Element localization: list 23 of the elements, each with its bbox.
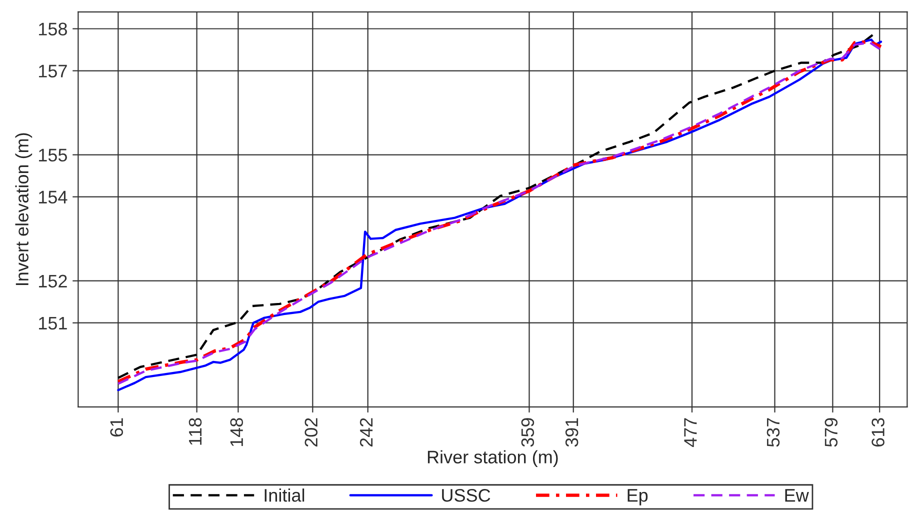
legend-label: Ew (785, 489, 809, 502)
legend-label: Ep (628, 489, 648, 506)
y-tick-label: 155 (39, 148, 68, 162)
x-tick-label: 242 (360, 418, 373, 447)
x-tick-label: 359 (521, 418, 534, 447)
y-tick-label: 154 (39, 190, 68, 204)
x-tick-label: 148 (230, 418, 244, 446)
x-tick-label: 391 (565, 418, 578, 447)
x-tick-label: 579 (824, 418, 838, 447)
legend-label: Initial (264, 488, 304, 502)
y-axis-title: Invert elevation (m) (15, 133, 32, 286)
x-tick-label: 118 (188, 418, 202, 445)
x-tick-label: 477 (684, 418, 697, 448)
x-tick-label: 202 (304, 418, 318, 447)
y-tick-label: 152 (39, 274, 67, 288)
legend-label: USSC (442, 488, 490, 502)
x-axis-title: River station (m) (428, 450, 558, 468)
x-tick-label: 613 (872, 418, 884, 447)
x-tick-label: 537 (766, 418, 780, 447)
x-tick-label: 61 (110, 418, 124, 436)
y-tick-label: 157 (39, 64, 67, 78)
y-tick-label: 151 (39, 316, 67, 330)
y-tick-label: 158 (39, 22, 67, 36)
